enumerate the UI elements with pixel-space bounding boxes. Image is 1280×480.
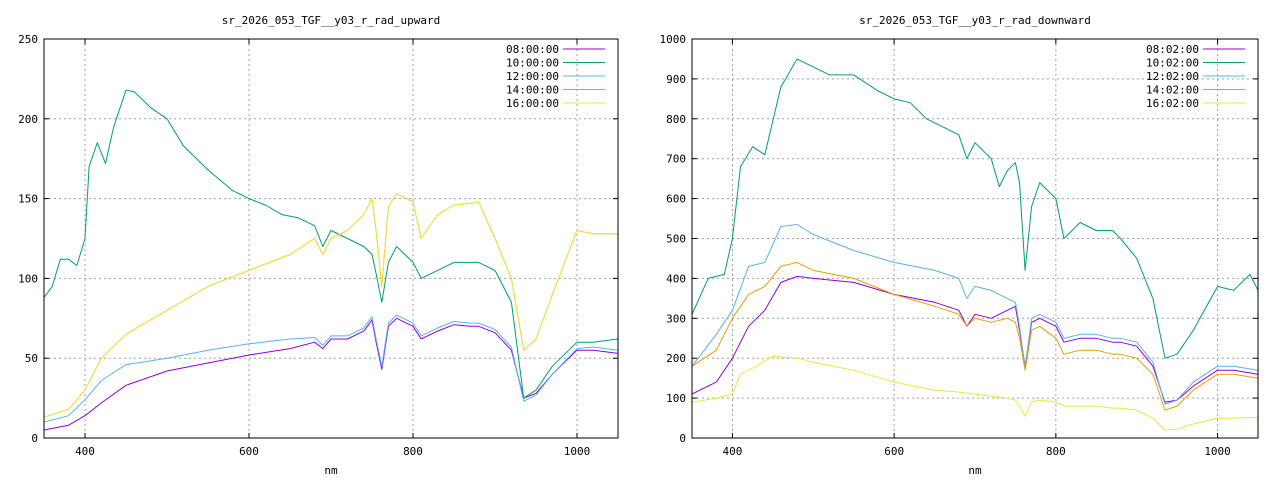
downward-ytick-label: 800 — [666, 113, 686, 126]
downward-legend-label: 16:02:00 — [1146, 97, 1199, 110]
downward-xtick-label: 1000 — [1204, 445, 1231, 458]
upward-legend-label: 14:00:00 — [506, 84, 559, 97]
downward-legend-label: 08:02:00 — [1146, 43, 1199, 56]
upward-ytick-label: 200 — [18, 113, 38, 126]
upward-ytick-label: 150 — [18, 193, 38, 206]
upward-ytick-label: 100 — [18, 272, 38, 285]
upward-legend-label: 10:00:00 — [506, 57, 559, 70]
downward-ytick-label: 300 — [666, 312, 686, 325]
downward-ytick-label: 400 — [666, 272, 686, 285]
downward-ytick-label: 200 — [666, 352, 686, 365]
upward-xtick-label: 800 — [403, 445, 423, 458]
downward-ytick-label: 1000 — [660, 33, 687, 46]
upward-ytick-label: 250 — [18, 33, 38, 46]
downward-chart-title: sr_2026_053_TGF__y03_r_rad_downward — [859, 14, 1091, 27]
downward-legend-label: 12:02:00 — [1146, 70, 1199, 83]
downward-series-line-160200 — [692, 355, 1258, 431]
downward-legend-label: 14:02:00 — [1146, 84, 1199, 97]
upward-series-line-120000 — [44, 314, 618, 423]
upward-legend-label: 16:00:00 — [506, 97, 559, 110]
upward-series-line-080000 — [44, 317, 618, 431]
upward-ytick-label: 0 — [31, 432, 38, 445]
downward-series-line-140200 — [692, 261, 1258, 411]
upward-series-line-160000 — [44, 193, 618, 418]
downward-series-line-100200 — [692, 58, 1258, 359]
downward-legend-label: 10:02:00 — [1146, 57, 1199, 70]
upward-xtick-label: 1000 — [564, 445, 591, 458]
upward-plot-area: 0 50 100 150 200 250 400 600 800 1000 08:00:0010:0… — [18, 33, 619, 458]
downward-chart: sr_2026_053_TGF__y03_r_rad_downward nm 0… — [660, 14, 1259, 477]
downward-plot-frame — [691, 38, 1259, 439]
downward-xtick-label: 800 — [1046, 445, 1066, 458]
upward-xtick-label: 400 — [75, 445, 95, 458]
downward-xtick-label: 400 — [722, 445, 742, 458]
upward-legend-label: 08:00:00 — [506, 43, 559, 56]
upward-chart: sr_2026_053_TGF__y03_r_rad_upward nm 0 50… — [18, 14, 619, 477]
upward-plot-frame — [43, 38, 619, 439]
downward-series-line-080200 — [692, 275, 1258, 403]
downward-ytick-label: 900 — [666, 73, 686, 86]
downward-series-line-120200 — [692, 224, 1258, 405]
downward-ytick-label: 500 — [666, 233, 686, 246]
downward-plot-area: 0 100 200 300 400 500 600 700 800 900 1000 400 600 80… — [660, 33, 1259, 458]
upward-chart-title: sr_2026_053_TGF__y03_r_rad_upward — [222, 14, 441, 27]
downward-ytick-label: 700 — [666, 153, 686, 166]
upward-series-line-100000 — [44, 89, 618, 399]
downward-ytick-label: 600 — [666, 193, 686, 206]
upward-ytick-label: 50 — [25, 352, 38, 365]
upward-chart-xlabel: nm — [324, 464, 338, 477]
upward-legend-label: 12:00:00 — [506, 70, 559, 83]
downward-chart-xlabel: nm — [968, 464, 982, 477]
upward-xtick-label: 600 — [239, 445, 259, 458]
downward-ytick-label: 100 — [666, 392, 686, 405]
downward-ytick-label: 0 — [679, 432, 686, 445]
downward-xtick-label: 600 — [884, 445, 904, 458]
